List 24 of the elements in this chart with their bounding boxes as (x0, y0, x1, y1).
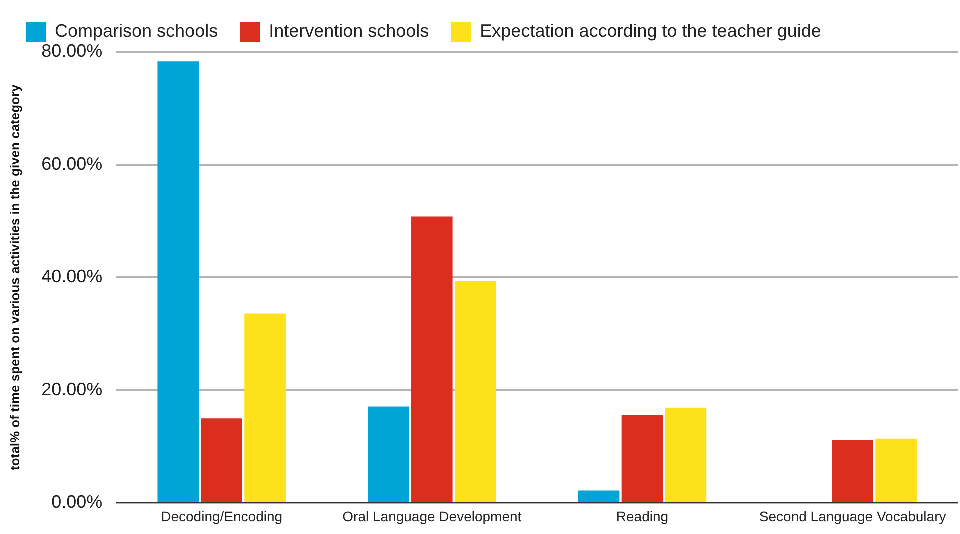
y-tick-label: 20.00% (42, 379, 103, 400)
y-tick-label: 40.00% (42, 266, 103, 287)
bar (622, 415, 664, 502)
bar (832, 440, 874, 502)
bar (412, 216, 453, 502)
y-tick-label: 60.00% (42, 154, 103, 174)
y-tick-label: 0.00% (52, 492, 103, 512)
y-tick-label: 80.00% (42, 40, 103, 61)
x-tick-label: Reading (616, 508, 669, 524)
x-tick-label: Oral Language Development (342, 508, 522, 524)
bar (201, 418, 242, 502)
x-tick-label: Decoding/Encoding (161, 508, 283, 524)
bar (665, 408, 707, 502)
bar (578, 490, 620, 502)
x-tick-label: Second Language Vocabulary (759, 508, 946, 524)
bar (368, 406, 410, 502)
legend-label: Expectation according to the teacher guide (480, 20, 822, 41)
bar (244, 314, 286, 502)
bar (454, 282, 496, 502)
legend-label: Intervention schools (269, 20, 430, 41)
legend-label: Comparison schools (55, 20, 218, 41)
bar (876, 438, 917, 502)
bar (158, 62, 199, 502)
y-axis-title: total% of time spent on various activities in the given category (7, 84, 22, 470)
